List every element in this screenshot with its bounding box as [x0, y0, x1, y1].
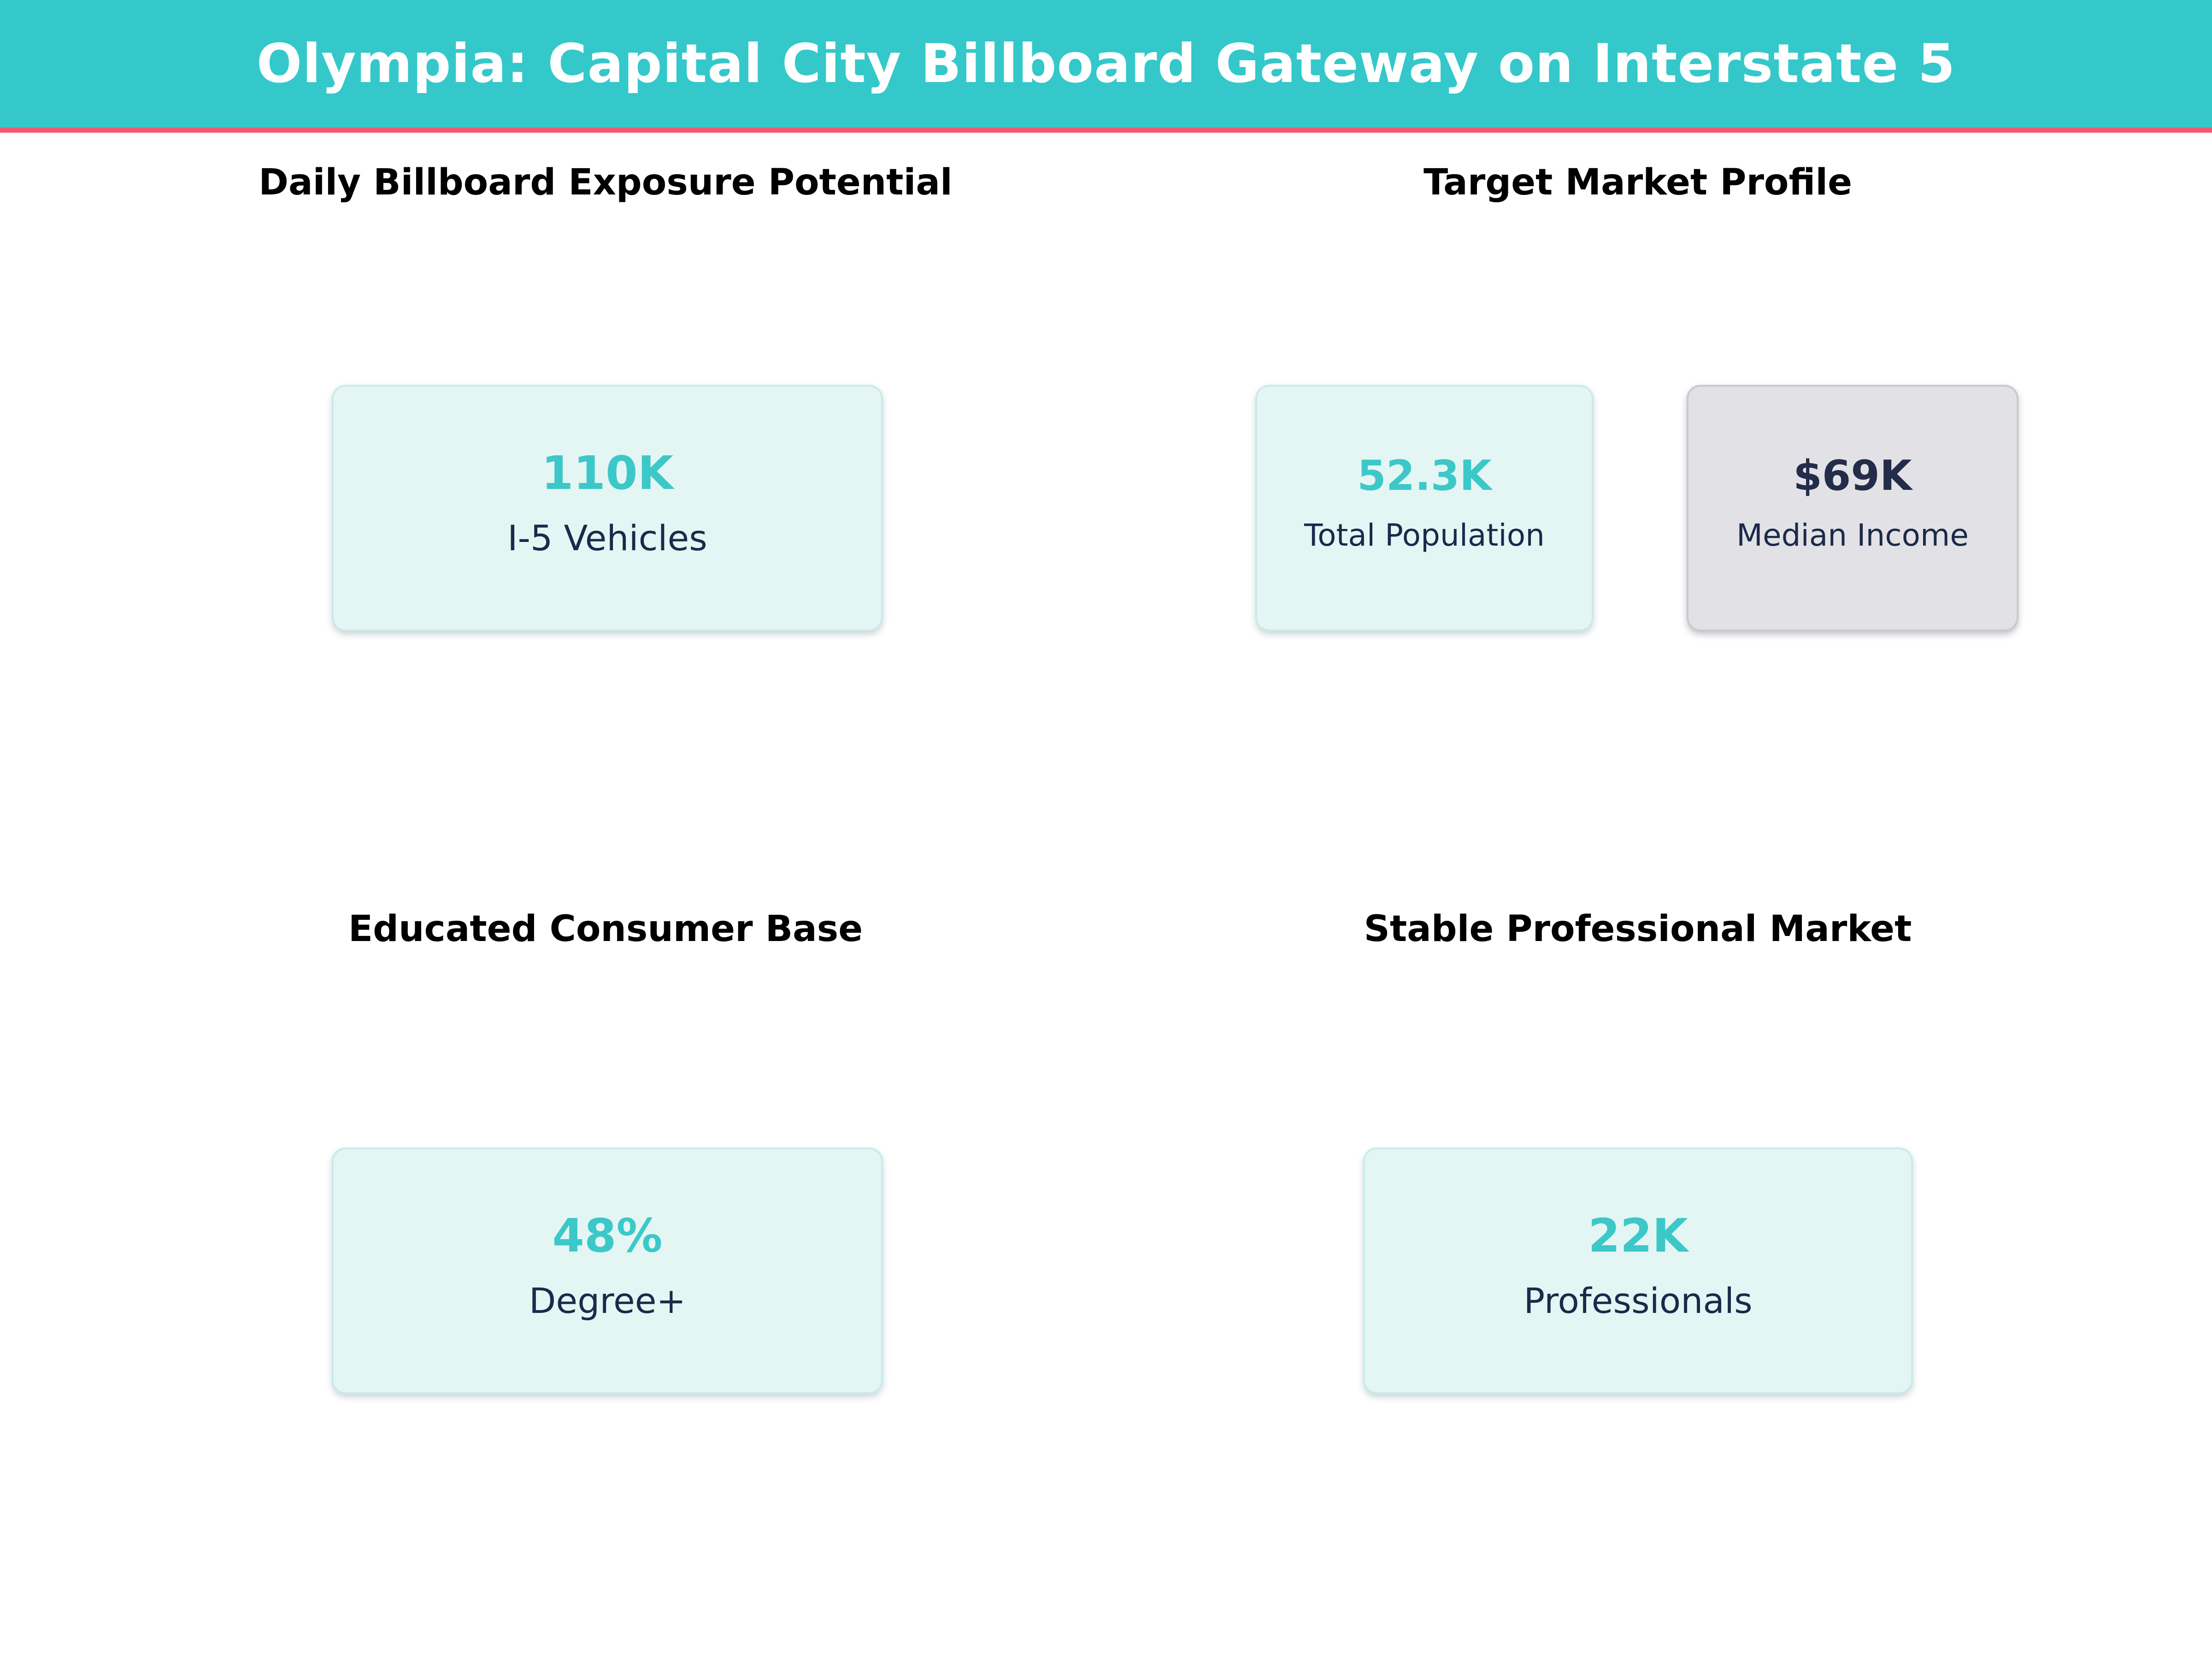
- stat-card-degree-plus: 48% Degree+: [332, 1147, 883, 1394]
- section-title-daily-exposure: Daily Billboard Exposure Potential: [259, 162, 953, 203]
- stat-label-degree-plus: Degree+: [529, 1280, 686, 1321]
- stat-value-total-population: 52.3K: [1357, 451, 1492, 500]
- stat-value-i5-vehicles: 110K: [541, 446, 674, 500]
- stat-value-degree-plus: 48%: [552, 1208, 663, 1263]
- stat-card-median-income: $69K Median Income: [1687, 385, 2018, 631]
- stat-card-i5-vehicles: 110K I-5 Vehicles: [332, 385, 883, 631]
- page-title: Olympia: Capital City Billboard Gateway …: [256, 33, 1956, 95]
- stat-value-median-income: $69K: [1793, 451, 1912, 500]
- stat-label-total-population: Total Population: [1304, 517, 1545, 553]
- stat-label-professionals: Professionals: [1524, 1280, 1753, 1321]
- stat-card-professionals: 22K Professionals: [1363, 1147, 1913, 1394]
- stat-label-i5-vehicles: I-5 Vehicles: [507, 517, 707, 559]
- section-title-educated-base: Educated Consumer Base: [348, 908, 863, 950]
- section-title-professional-market: Stable Professional Market: [1364, 908, 1912, 950]
- section-title-target-market: Target Market Profile: [1424, 162, 1852, 203]
- stat-label-median-income: Median Income: [1736, 517, 1969, 553]
- stat-value-professionals: 22K: [1588, 1208, 1688, 1263]
- header-banner: Olympia: Capital City Billboard Gateway …: [0, 0, 2212, 133]
- stat-card-total-population: 52.3K Total Population: [1255, 385, 1594, 631]
